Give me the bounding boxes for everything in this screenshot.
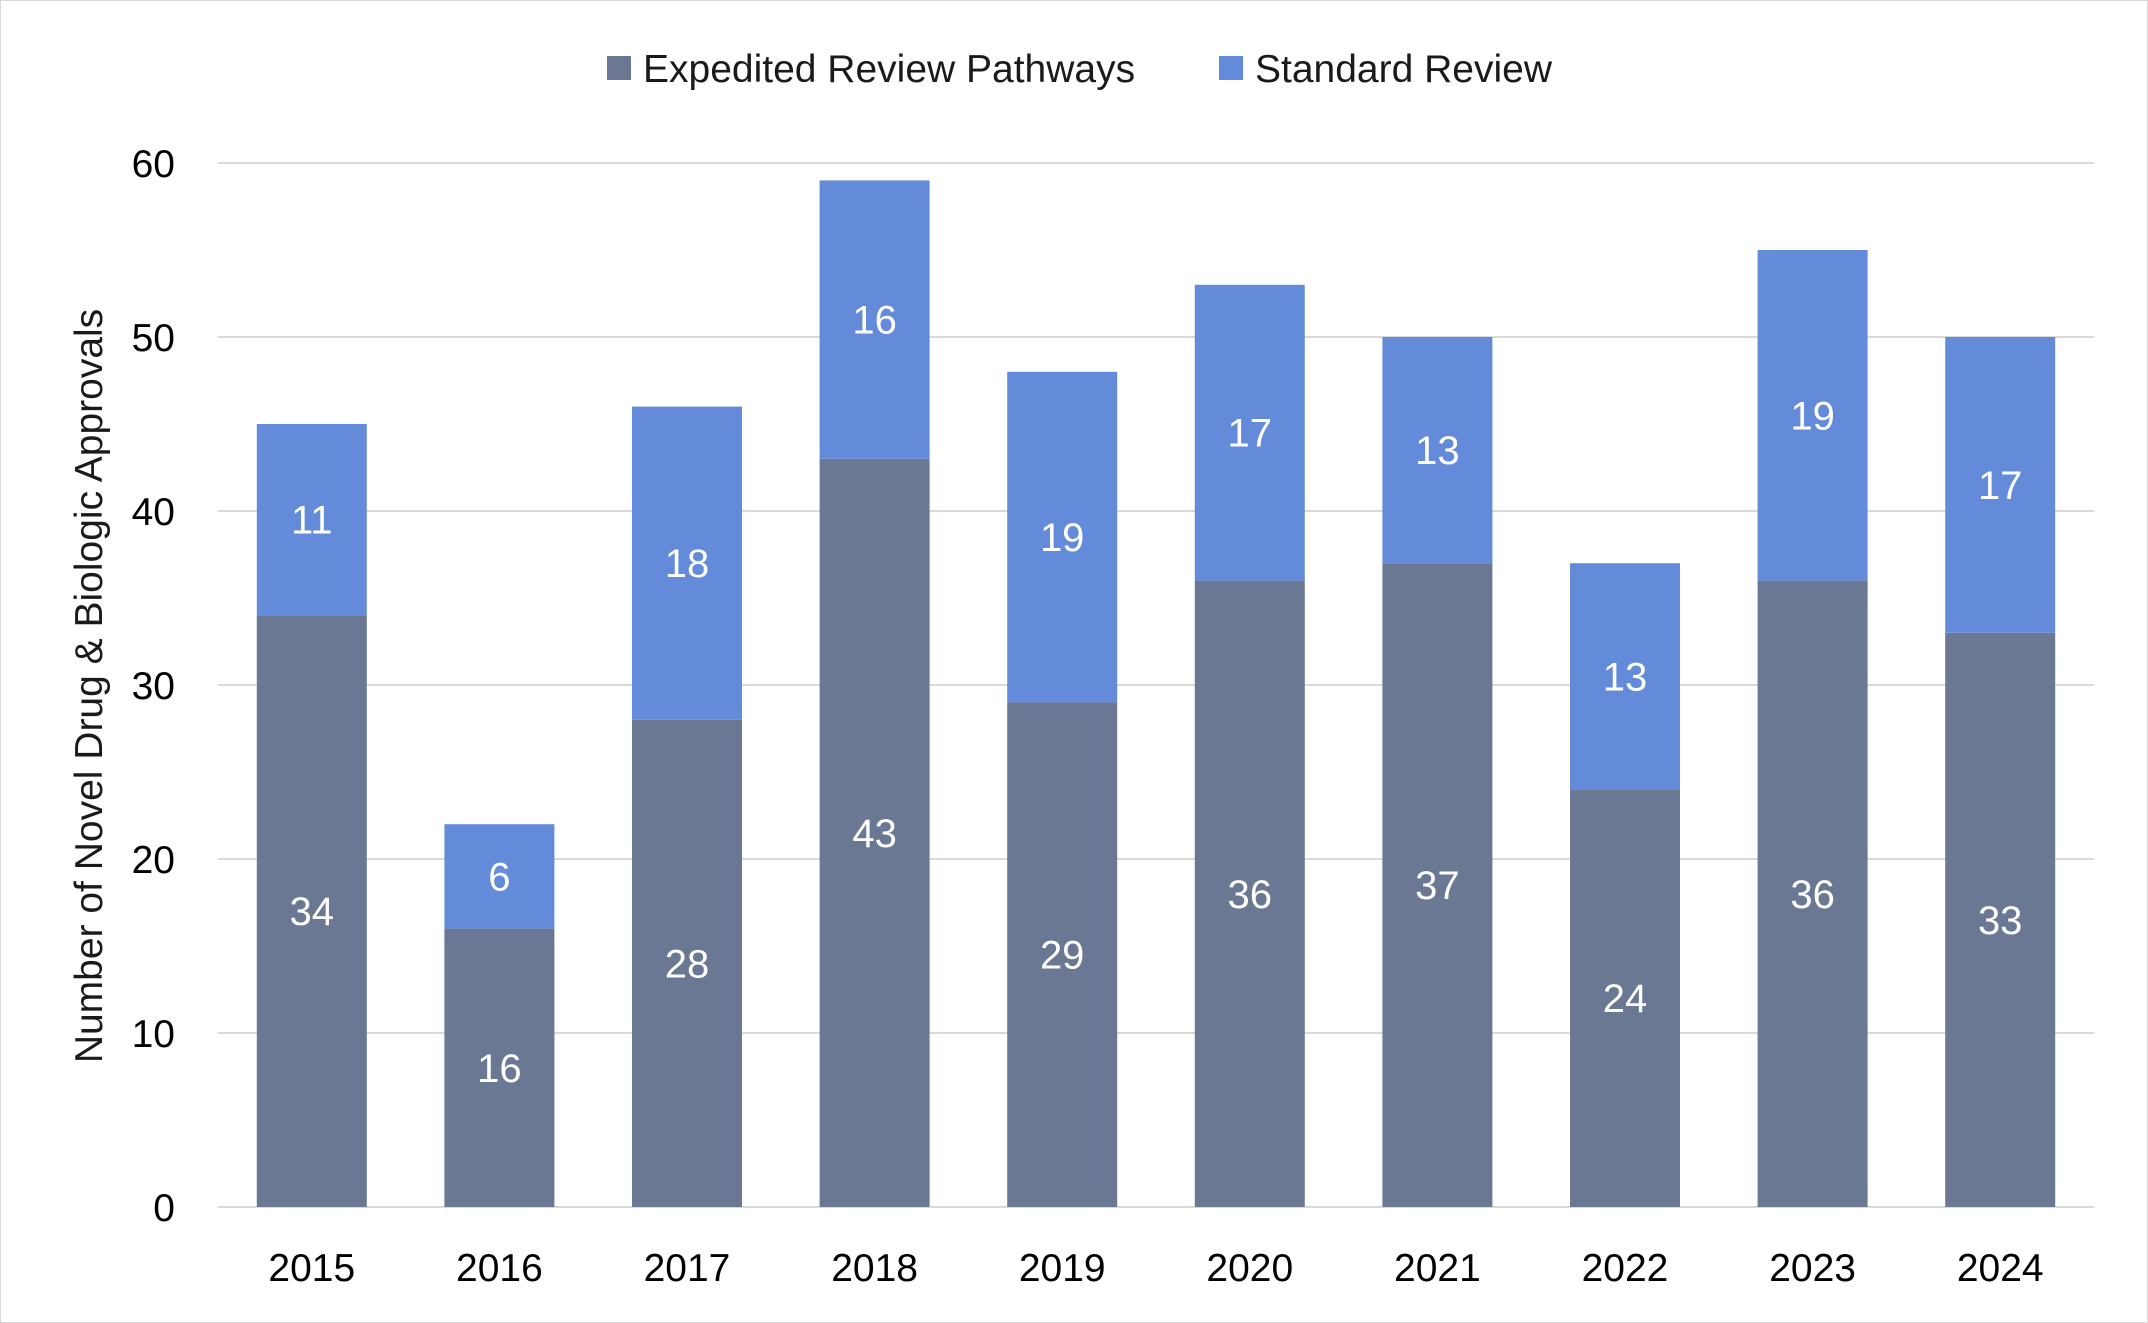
y-tick-label: 10	[132, 1013, 175, 1056]
bar-expedited-2023	[1757, 580, 1868, 1207]
y-tick-label: 20	[132, 839, 175, 882]
x-tick-label-2017: 2017	[644, 1247, 731, 1290]
data-label-standard-2019: 19	[1040, 516, 1085, 560]
bar-expedited-2015	[256, 615, 367, 1207]
bar-standard-2022	[1570, 563, 1680, 790]
data-label-expedited-2017: 28	[665, 942, 710, 986]
legend-label-standard: Standard Review	[1255, 48, 1553, 91]
bar-standard-2023	[1757, 250, 1868, 581]
x-tick-label-2023: 2023	[1769, 1247, 1856, 1290]
data-label-expedited-2024: 33	[1978, 899, 2023, 943]
bar-standard-2024	[1945, 337, 2056, 633]
data-label-expedited-2015: 34	[290, 890, 335, 934]
data-label-standard-2016: 6	[488, 855, 510, 899]
y-tick-label: 40	[132, 491, 175, 534]
y-axis: 0 10 20 30 40 50 60	[132, 143, 175, 1230]
x-tick-label-2019: 2019	[1019, 1247, 1106, 1290]
x-tick-label-2016: 2016	[456, 1247, 543, 1290]
data-label-standard-2022: 13	[1603, 655, 1648, 699]
data-label-standard-2024: 17	[1978, 464, 2023, 508]
x-tick-label-2022: 2022	[1582, 1247, 1669, 1290]
y-tick-label: 60	[132, 143, 175, 186]
x-tick-label-2024: 2024	[1957, 1247, 2044, 1290]
data-label-expedited-2020: 36	[1228, 873, 1273, 917]
data-label-standard-2020: 17	[1228, 412, 1273, 456]
bar-expedited-2019	[1007, 702, 1118, 1207]
data-label-expedited-2016: 16	[477, 1047, 522, 1091]
x-tick-label-2018: 2018	[831, 1247, 918, 1290]
legend-label-expedited: Expedited Review Pathways	[643, 48, 1135, 91]
data-label-standard-2021: 13	[1415, 429, 1460, 473]
bar-standard-2019	[1007, 371, 1118, 703]
data-label-standard-2023: 19	[1790, 394, 1835, 438]
y-tick-label: 0	[153, 1187, 175, 1230]
bar-expedited-2016	[444, 928, 555, 1207]
data-label-standard-2015: 11	[291, 499, 333, 543]
data-label-expedited-2021: 37	[1415, 864, 1460, 908]
x-tick-label-2015: 2015	[268, 1247, 355, 1290]
data-label-expedited-2019: 29	[1040, 934, 1085, 978]
legend-swatch-standard	[1219, 56, 1243, 80]
bar-expedited-2024	[1945, 632, 2056, 1207]
legend-swatch-expedited	[607, 56, 631, 80]
bar-standard-2018	[819, 180, 930, 459]
bar-standard-2021	[1382, 337, 1493, 564]
bar-expedited-2017	[632, 719, 742, 1207]
y-tick-label: 30	[132, 665, 175, 708]
data-label-expedited-2022: 24	[1603, 977, 1648, 1021]
bars: 34 11 16 6 28 18 43 16 29 19 36 17 37 13 24 13 36 19 33 17	[256, 180, 2056, 1207]
bar-standard-2020	[1194, 284, 1305, 581]
data-label-standard-2018: 16	[852, 299, 897, 343]
y-tick-label: 50	[132, 317, 175, 360]
bar-expedited-2022	[1570, 789, 1680, 1207]
x-tick-label-2020: 2020	[1206, 1247, 1293, 1290]
bar-standard-2015	[256, 424, 367, 616]
data-label-standard-2017: 18	[665, 542, 710, 586]
bar-expedited-2021	[1382, 563, 1493, 1207]
bar-standard-2016	[444, 824, 555, 929]
legend: Expedited Review Pathways Standard Revie…	[607, 48, 1553, 91]
bar-standard-2017	[632, 406, 742, 720]
bar-expedited-2018	[819, 458, 930, 1207]
x-axis: 2015 2016 2017 2018 2019 2020 2021 2022 2023 2024	[268, 1247, 2043, 1290]
bar-expedited-2020	[1194, 580, 1305, 1207]
y-axis-title: Number of Novel Drug & Biologic Approval…	[68, 309, 111, 1063]
data-label-expedited-2023: 36	[1790, 873, 1835, 917]
data-label-expedited-2018: 43	[852, 812, 897, 856]
x-tick-label-2021: 2021	[1394, 1247, 1481, 1290]
